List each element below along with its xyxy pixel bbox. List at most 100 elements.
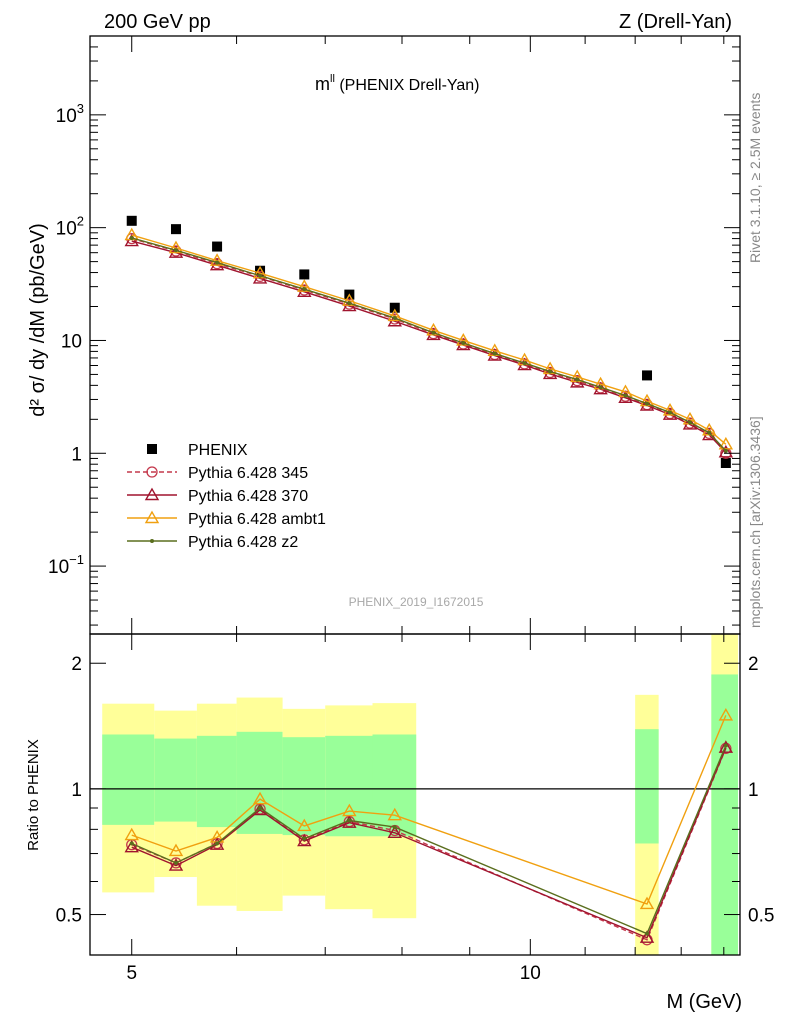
header-left: 200 GeV pp bbox=[104, 11, 211, 33]
data-point bbox=[575, 377, 580, 382]
data-point bbox=[209, 257, 225, 271]
ratio-point bbox=[639, 896, 655, 910]
y-tick-label: 10−1 bbox=[48, 552, 84, 578]
data-point bbox=[662, 402, 678, 416]
ratio-uncertainty-bands bbox=[102, 634, 738, 955]
data-point bbox=[302, 287, 307, 292]
y-tick-label: 103 bbox=[56, 101, 84, 127]
analysis-id-label: PHENIX_2019_I1672015 bbox=[349, 595, 484, 609]
ratio-band-green bbox=[102, 734, 155, 825]
data-point bbox=[299, 269, 310, 280]
ratio-y-tick-label: 2 bbox=[71, 654, 82, 675]
legend-item: Pythia 6.428 z2 bbox=[127, 534, 298, 551]
data-point bbox=[598, 385, 603, 390]
ratio-y-axis-label: Ratio to PHENIX bbox=[25, 739, 42, 851]
ratio-band-green bbox=[635, 729, 659, 844]
data-point bbox=[492, 351, 497, 356]
data-point bbox=[426, 322, 441, 336]
ratio-point bbox=[258, 805, 263, 810]
ratio-series-pythia-6-428-370 bbox=[124, 740, 734, 943]
ratio-point bbox=[215, 841, 220, 846]
ratio-band-green bbox=[154, 738, 197, 822]
ratio-point bbox=[387, 807, 402, 821]
ratio-point bbox=[168, 843, 184, 857]
ratio-y-tick-label-right: 2 bbox=[748, 654, 759, 675]
legend-item: Pythia 6.428 370 bbox=[127, 487, 308, 505]
ratio-point bbox=[720, 742, 732, 755]
mcplots-source-label: mcplots.cern.ch [arXiv:1306.3436] bbox=[747, 416, 763, 628]
legend-label: Pythia 6.428 z2 bbox=[188, 534, 298, 551]
ratio-point bbox=[718, 707, 734, 721]
series-pythia-6-428-345 bbox=[126, 232, 732, 459]
data-point bbox=[687, 420, 692, 425]
data-point bbox=[215, 260, 220, 265]
legend-marker bbox=[146, 466, 158, 478]
data-point bbox=[129, 235, 134, 240]
y-tick-label: 10 bbox=[61, 331, 82, 352]
data-point bbox=[720, 457, 731, 468]
plot-title: mll (PHENIX Drell-Yan) bbox=[315, 73, 480, 94]
data-point bbox=[209, 253, 225, 266]
legend-marker bbox=[144, 510, 160, 524]
main-y-axis-label: d² σ/ dy /dM (pb/GeV) bbox=[27, 223, 49, 417]
ratio-point bbox=[297, 833, 312, 847]
legend-label: Pythia 6.428 370 bbox=[188, 488, 308, 505]
ratio-y-tick-label-right: 0.5 bbox=[748, 906, 774, 927]
data-point bbox=[392, 316, 397, 321]
legend-item: Pythia 6.428 345 bbox=[127, 465, 308, 482]
main-plot-series bbox=[124, 215, 734, 468]
data-point bbox=[258, 273, 263, 278]
data-point bbox=[522, 361, 527, 366]
ratio-y-tick-label: 0.5 bbox=[56, 906, 82, 927]
legend-item: PHENIX bbox=[147, 442, 248, 459]
data-point bbox=[645, 401, 650, 406]
ratio-point bbox=[124, 827, 139, 841]
data-point bbox=[461, 340, 466, 345]
ratio-series-line bbox=[131, 747, 727, 939]
ratio-y-tick-label: 1 bbox=[71, 780, 82, 801]
legend: PHENIX Pythia 6.428 345 Pythia 6.428 370 Py… bbox=[127, 442, 326, 551]
ratio-point bbox=[124, 839, 139, 853]
ratio-point bbox=[342, 803, 357, 817]
x-axis-label: M (GeV) bbox=[666, 991, 742, 1013]
ratio-point bbox=[252, 791, 268, 805]
ratio-plot-frame bbox=[89, 633, 741, 956]
ratio-point bbox=[347, 818, 352, 823]
series-line bbox=[131, 240, 727, 453]
rivet-version-label: Rivet 3.1.10, ≥ 2.5M events bbox=[747, 93, 763, 263]
data-point bbox=[718, 444, 734, 458]
legend-marker bbox=[150, 539, 154, 543]
ratio-band-green bbox=[196, 735, 237, 828]
series-pythia-6-428-z2 bbox=[129, 235, 728, 453]
data-point bbox=[718, 436, 734, 450]
data-point bbox=[431, 330, 436, 335]
ratio-point bbox=[387, 825, 402, 838]
x-tick-label: 10 bbox=[520, 963, 541, 984]
header-right: Z (Drell-Yan) bbox=[619, 11, 732, 33]
data-point bbox=[212, 241, 223, 252]
ratio-y-tick-label-right: 1 bbox=[748, 780, 759, 801]
data-point bbox=[173, 248, 178, 253]
legend-marker bbox=[147, 444, 157, 454]
series-line bbox=[131, 234, 727, 445]
data-point bbox=[668, 410, 673, 415]
x-tick-label: 5 bbox=[126, 963, 137, 984]
data-point bbox=[168, 240, 184, 254]
data-point bbox=[387, 308, 402, 322]
ratio-point bbox=[392, 825, 397, 830]
ratio-band-green bbox=[282, 737, 326, 836]
series-phenix bbox=[126, 215, 731, 468]
y-tick-label: 1 bbox=[71, 444, 82, 465]
ratio-point bbox=[302, 836, 307, 841]
data-point bbox=[124, 233, 139, 247]
ratio-band-green bbox=[711, 674, 738, 955]
legend-label: Pythia 6.428 345 bbox=[188, 465, 308, 482]
series-line bbox=[131, 237, 727, 452]
legend-label: Pythia 6.428 ambt1 bbox=[188, 511, 326, 528]
legend-marker bbox=[144, 487, 160, 501]
ratio-point bbox=[173, 860, 178, 865]
ratio-series-pythia-6-428-ambt1 bbox=[124, 707, 734, 910]
ratio-band-green bbox=[236, 731, 283, 834]
ratio-point bbox=[168, 858, 184, 871]
